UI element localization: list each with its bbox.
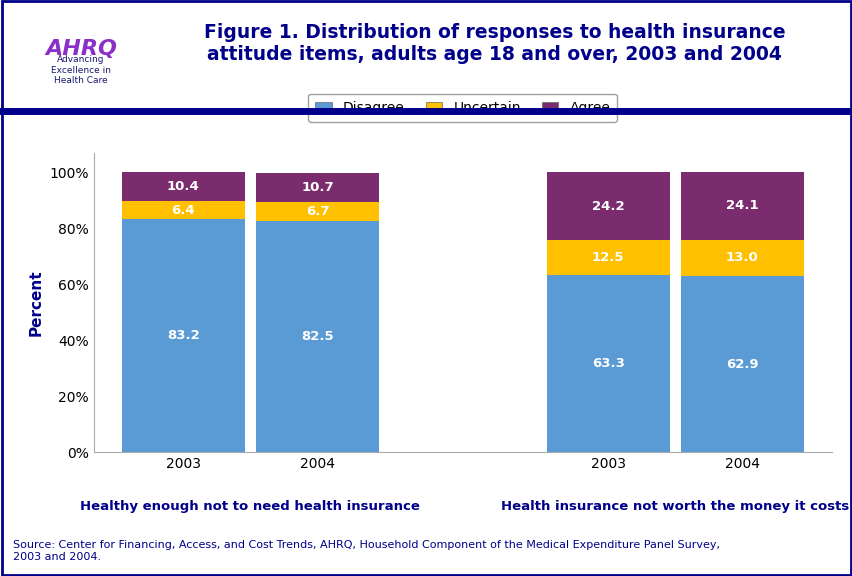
Text: 10.4: 10.4	[167, 180, 199, 194]
Bar	[122, 219, 245, 452]
Bar	[256, 203, 378, 221]
Y-axis label: Percent: Percent	[29, 269, 43, 336]
Bar	[680, 172, 803, 240]
Text: 24.1: 24.1	[725, 199, 757, 213]
Text: 82.5: 82.5	[301, 330, 333, 343]
Text: 62.9: 62.9	[725, 358, 757, 370]
Bar	[680, 240, 803, 276]
Text: 12.5: 12.5	[591, 251, 624, 264]
Text: Health insurance not worth the money it costs: Health insurance not worth the money it …	[500, 500, 849, 513]
Text: 83.2: 83.2	[167, 329, 199, 342]
Bar	[546, 172, 669, 240]
Bar	[256, 221, 378, 452]
Text: Figure 1. Distribution of responses to health insurance
attitude items, adults a: Figure 1. Distribution of responses to h…	[204, 23, 785, 64]
Bar	[546, 240, 669, 275]
Text: Healthy enough not to need health insurance: Healthy enough not to need health insura…	[80, 500, 420, 513]
Bar	[122, 172, 245, 202]
Bar	[546, 275, 669, 452]
Text: Advancing
Excellence in
Health Care: Advancing Excellence in Health Care	[51, 55, 111, 85]
Text: 13.0: 13.0	[725, 251, 757, 264]
Bar	[256, 173, 378, 203]
Text: 24.2: 24.2	[591, 200, 624, 213]
Legend: Disagree, Uncertain, Agree: Disagree, Uncertain, Agree	[308, 94, 617, 122]
Text: 63.3: 63.3	[591, 357, 624, 370]
Text: 6.7: 6.7	[305, 206, 329, 218]
Bar	[680, 276, 803, 452]
Text: 10.7: 10.7	[301, 181, 333, 194]
Text: AHRQ: AHRQ	[45, 39, 117, 59]
Bar	[122, 202, 245, 219]
Text: 6.4: 6.4	[171, 204, 195, 217]
Text: Source: Center for Financing, Access, and Cost Trends, AHRQ, Household Component: Source: Center for Financing, Access, an…	[13, 540, 719, 562]
